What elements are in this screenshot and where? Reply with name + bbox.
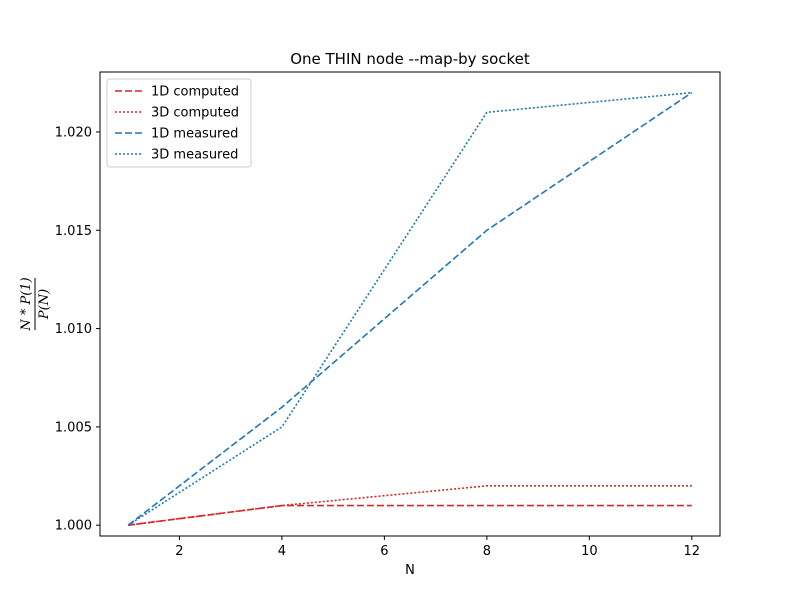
y-tick-label: 1.005 [55, 420, 92, 435]
y-tick-label: 1.000 [55, 519, 92, 534]
series-layer [127, 91, 693, 526]
x-axis-label: N [405, 563, 415, 578]
series-line-1 [128, 504, 692, 526]
legend-label: 3D measured [151, 148, 238, 163]
chart-title: One THIN node --map-by socket [290, 50, 530, 68]
x-tick-label: 6 [380, 544, 388, 559]
y-axis-ticks: 1.000 1.005 1.010 1.015 1.020 [55, 125, 100, 534]
y-axis-label-denominator: P(N) [37, 289, 52, 320]
x-tick-label: 10 [581, 544, 598, 559]
plot-area-frame [99, 71, 721, 537]
series-line-4 [127, 91, 692, 526]
y-tick-label: 1.015 [55, 224, 92, 239]
legend: 1D computed 3D computed 1D measured 3D meas… [106, 78, 252, 168]
x-tick-label: 2 [175, 544, 183, 559]
legend-items: 1D computed 3D computed 1D measured 3D meas… [115, 85, 239, 163]
x-tick-label: 12 [684, 544, 701, 559]
series-line-3 [127, 91, 693, 526]
y-tick-label: 1.020 [55, 125, 92, 140]
legend-label: 1D measured [151, 127, 238, 142]
legend-label: 3D computed [151, 106, 239, 121]
legend-box [106, 78, 252, 168]
x-tick-label: 8 [483, 544, 491, 559]
series-line-2 [128, 485, 692, 526]
y-tick-label: 1.010 [55, 322, 92, 337]
y-axis-label-numerator: N * P(1) [19, 277, 34, 331]
legend-label: 1D computed [151, 85, 239, 100]
x-axis-ticks: 2 4 6 8 10 12 [175, 536, 700, 559]
y-axis-label: N * P(1) P(N) [19, 277, 52, 331]
x-tick-label: 4 [278, 544, 286, 559]
